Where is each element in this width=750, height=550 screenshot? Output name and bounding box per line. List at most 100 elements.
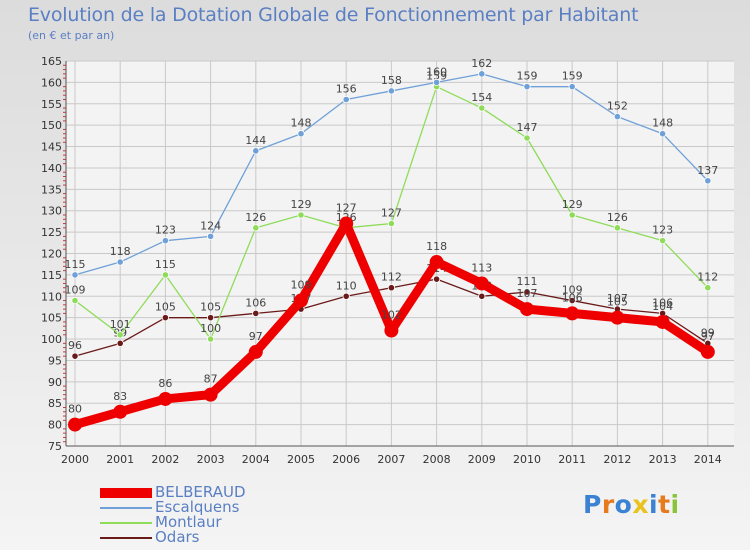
logo-letter: i xyxy=(649,490,659,519)
y-tick-label: 105 xyxy=(41,312,62,325)
data-point xyxy=(565,306,580,321)
series-belberaud: 80 83 86 87 97 109 127 102 118 113 107 106 105 104 97 xyxy=(68,202,715,432)
data-label: 106 xyxy=(652,296,673,309)
y-tick-label: 155 xyxy=(41,98,62,111)
data-label: 97 xyxy=(249,330,263,343)
data-label: 127 xyxy=(381,207,402,220)
data-point xyxy=(71,296,79,305)
data-label: 110 xyxy=(336,279,357,292)
data-point xyxy=(342,292,350,300)
data-point xyxy=(387,87,395,95)
data-label: 113 xyxy=(471,261,492,274)
data-label: 159 xyxy=(517,70,538,83)
data-point xyxy=(384,323,399,338)
data-point xyxy=(339,216,354,231)
x-tick-label: 2013 xyxy=(649,453,677,466)
data-point xyxy=(71,271,79,279)
data-label: 129 xyxy=(291,198,312,211)
y-tick-label: 90 xyxy=(48,376,62,389)
data-label: 156 xyxy=(336,83,357,96)
data-label: 109 xyxy=(562,284,583,297)
data-point xyxy=(655,314,670,329)
data-label: 104 xyxy=(652,300,673,313)
data-point xyxy=(68,417,82,432)
data-label: 127 xyxy=(336,202,357,215)
legend-label: Escalquens xyxy=(155,498,240,516)
data-label: 148 xyxy=(291,117,312,130)
logo-letter: t xyxy=(658,490,671,519)
y-tick-label: 135 xyxy=(41,183,62,196)
data-point xyxy=(478,104,486,112)
data-point xyxy=(387,284,395,292)
data-label: 106 xyxy=(562,291,583,304)
data-point xyxy=(294,293,308,308)
y-tick-label: 125 xyxy=(41,226,62,239)
data-point xyxy=(523,134,531,142)
data-point xyxy=(474,276,489,291)
data-point xyxy=(203,387,218,402)
data-label: 115 xyxy=(155,258,176,271)
data-point xyxy=(252,309,260,317)
y-tick-label: 120 xyxy=(41,248,62,261)
data-point xyxy=(700,344,715,359)
data-point xyxy=(116,339,124,347)
data-point xyxy=(297,130,305,138)
data-point xyxy=(297,211,305,219)
data-label: 118 xyxy=(110,245,131,258)
logo-letter: P xyxy=(583,490,602,519)
data-label: 148 xyxy=(652,117,673,130)
x-tick-label: 2003 xyxy=(197,453,225,466)
x-tick-label: 2007 xyxy=(377,453,405,466)
data-point xyxy=(478,70,486,78)
x-tick-label: 2006 xyxy=(332,453,360,466)
data-label: 111 xyxy=(517,275,538,288)
legend-swatch xyxy=(100,536,152,539)
x-tick-label: 2002 xyxy=(151,453,179,466)
data-point xyxy=(252,147,260,155)
x-tick-label: 2005 xyxy=(287,453,315,466)
legend-swatch xyxy=(100,487,152,498)
data-point xyxy=(342,95,350,104)
data-label: 159 xyxy=(562,70,583,83)
data-point xyxy=(248,344,263,359)
data-label: 102 xyxy=(381,309,402,322)
data-point xyxy=(478,292,486,300)
x-tick-label: 2008 xyxy=(423,453,451,466)
data-point xyxy=(613,224,622,232)
data-point xyxy=(520,302,534,317)
x-tick-label: 2001 xyxy=(106,453,134,466)
data-point xyxy=(658,130,667,138)
x-tick-label: 2014 xyxy=(694,453,722,466)
data-label: 160 xyxy=(426,65,447,78)
chart-title: Evolution de la Dotation Globale de Fonc… xyxy=(28,4,639,26)
data-point xyxy=(207,314,215,322)
data-label: 99 xyxy=(701,326,715,339)
data-label: 112 xyxy=(381,271,402,284)
chart-subtitle: (en € et par an) xyxy=(28,29,115,42)
data-point xyxy=(207,335,215,343)
data-label: 80 xyxy=(68,403,82,416)
data-point xyxy=(71,352,79,360)
data-point xyxy=(113,404,128,419)
x-tick-label: 2011 xyxy=(558,453,586,466)
data-label: 154 xyxy=(471,91,492,104)
data-label: 86 xyxy=(158,377,172,390)
data-point xyxy=(207,232,215,240)
data-point xyxy=(568,211,576,219)
y-tick-label: 95 xyxy=(48,354,62,367)
y-tick-label: 115 xyxy=(41,269,62,282)
y-tick-label: 130 xyxy=(41,205,62,218)
data-point xyxy=(704,177,712,185)
data-point xyxy=(523,83,531,91)
data-point xyxy=(432,275,441,283)
data-point xyxy=(704,284,712,292)
x-tick-label: 2000 xyxy=(61,453,89,466)
data-point xyxy=(161,237,169,245)
data-label: 158 xyxy=(381,74,402,87)
data-label: 126 xyxy=(245,211,266,224)
data-label: 112 xyxy=(697,271,718,284)
data-label: 123 xyxy=(652,224,673,237)
data-label: 105 xyxy=(607,296,628,309)
data-label: 105 xyxy=(155,301,176,314)
data-point xyxy=(523,288,531,296)
